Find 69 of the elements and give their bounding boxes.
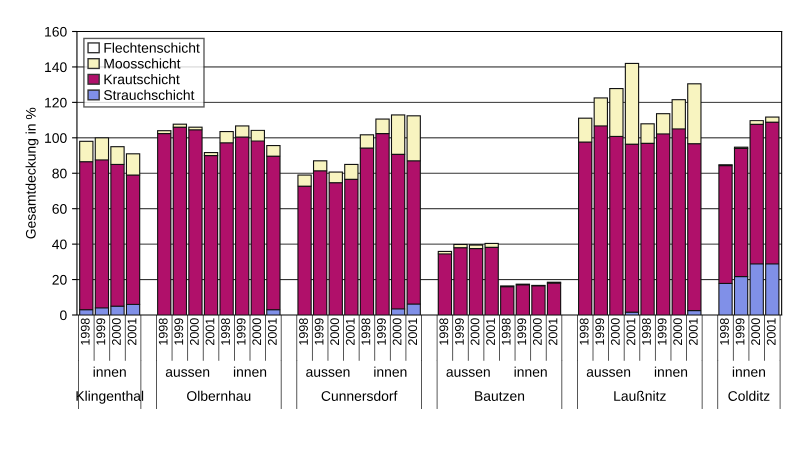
x-tick-label: 1998 — [299, 318, 308, 345]
text: Laußnitz — [614, 390, 666, 401]
x-tick-label: 2001 — [688, 318, 698, 345]
x-tick-label: 1999 — [736, 318, 744, 345]
x-tick-label: 2000 — [610, 318, 620, 345]
y-tick-label: 40 — [52, 239, 67, 250]
y-tick-label: 60 — [52, 204, 67, 214]
x-tick-label: 2001 — [626, 318, 636, 345]
x-tick-label: 2000 — [532, 318, 542, 345]
x-tick-label: 2001 — [346, 318, 355, 345]
x-tick-label: 2001 — [206, 318, 214, 345]
x-tick-label: 1999 — [377, 318, 386, 345]
x-tick-label: 2001 — [408, 318, 418, 345]
x-tick-label: 1999 — [96, 318, 106, 345]
x-tick-label: 1998 — [221, 318, 230, 345]
y-tick-label: 20 — [52, 274, 67, 285]
x-tick-label: 1998 — [502, 318, 511, 345]
x-tick-label: 1999 — [517, 318, 526, 345]
x-tick-label: 1999 — [595, 318, 604, 345]
x-tick-label: 2000 — [392, 318, 402, 345]
y-tick-label: 120 — [45, 98, 67, 108]
x-tick-label: 2000 — [470, 318, 480, 345]
x-tick-label: 1999 — [314, 318, 324, 345]
x-tick-label: 1998 — [720, 318, 729, 345]
text: innen — [234, 366, 266, 377]
x-tick-label: 2000 — [190, 318, 199, 345]
legend-label: Flechtenschicht — [104, 42, 200, 53]
text: Olbernhau — [187, 390, 250, 401]
x-tick-label: 2000 — [330, 318, 340, 345]
x-tick-label: 1999 — [174, 318, 184, 345]
x-tick-label: 2001 — [486, 318, 496, 345]
legend-label: Strauchschicht — [104, 90, 194, 100]
text: innen — [732, 366, 765, 377]
y-tick-label: 0 — [60, 310, 67, 320]
x-tick-label: 1998 — [642, 318, 651, 345]
x-tick-label: 2000 — [252, 318, 262, 345]
y-tick-label: 160 — [45, 26, 67, 37]
text: aussen — [306, 369, 350, 377]
y-axis-title: Gesamtdeckung in % — [26, 108, 38, 239]
y-tick-label: 140 — [45, 62, 67, 72]
text: Cunnersdorf — [322, 390, 398, 401]
text: innen — [94, 366, 126, 377]
x-tick-label: 1998 — [80, 318, 90, 345]
text: aussen — [586, 369, 630, 377]
text: Colditz — [728, 390, 770, 401]
legend-label: Krautschicht — [104, 74, 180, 84]
text: aussen — [446, 369, 490, 377]
text: innen — [654, 366, 688, 377]
x-tick-label: 1999 — [658, 318, 667, 345]
x-tick-label: 2001 — [766, 318, 776, 345]
x-tick-label: 2000 — [751, 318, 760, 345]
x-tick-label: 1998 — [361, 318, 370, 345]
y-tick-label: 80 — [52, 168, 67, 178]
x-tick-label: 2000 — [112, 318, 121, 345]
y-tick-label: 100 — [45, 133, 67, 143]
text: aussen — [166, 369, 210, 377]
x-tick-label: 2000 — [673, 318, 682, 345]
x-tick-label: 1998 — [158, 318, 168, 345]
legend-label: Moosschicht — [104, 58, 180, 69]
text: Bautzen — [475, 391, 524, 401]
x-tick-label: 1998 — [439, 318, 448, 345]
text: innen — [374, 366, 406, 377]
x-tick-label: 2001 — [548, 318, 558, 345]
x-tick-label: 2001 — [128, 318, 136, 345]
x-tick-label: 1999 — [454, 318, 464, 345]
x-tick-label: 2001 — [268, 318, 277, 345]
x-tick-label: 1998 — [580, 318, 589, 345]
x-tick-label: 1999 — [236, 318, 246, 345]
text: innen — [514, 366, 547, 377]
